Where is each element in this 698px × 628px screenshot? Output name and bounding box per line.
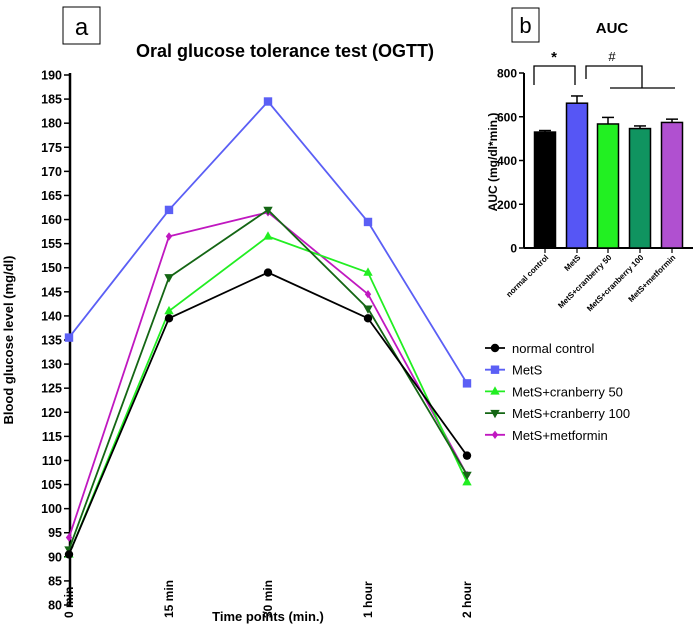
marker-circle: [263, 268, 273, 277]
panel-a-label-box: [62, 6, 101, 45]
y-tick-label-a: 95: [48, 526, 62, 540]
legend-label: normal control: [512, 341, 594, 356]
y-tick-label-a: 105: [41, 478, 62, 492]
bar: [533, 131, 557, 249]
marker-triangle-up: [462, 476, 472, 486]
legend-label: MetS+cranberry 50: [512, 384, 623, 399]
y-tick-label-a: 85: [48, 574, 62, 588]
marker-square: [363, 217, 373, 227]
marker-square: [462, 379, 472, 388]
bar: [628, 127, 652, 249]
series-line: [68, 100, 468, 384]
y-tick-label-b: 600: [497, 110, 517, 124]
y-tick-label-a: 190: [41, 69, 62, 83]
y-tick-label-b: 0: [510, 242, 517, 256]
series-mets-cranberry-100: [64, 206, 472, 555]
marker-triangle-up: [263, 231, 273, 240]
legend-label: MetS: [512, 363, 543, 378]
y-tick-label-a: 140: [41, 309, 62, 323]
legend-item: normal control: [485, 341, 594, 356]
marker-triangle-down: [490, 409, 500, 419]
y-axis-label-a: Blood glucose level (mg/dl): [1, 255, 16, 424]
y-tick-label-a: 120: [41, 406, 62, 420]
series-line: [68, 271, 468, 555]
panel-a-label: a: [75, 14, 89, 41]
marker-triangle-down: [363, 305, 373, 314]
series-normal-control: [64, 268, 472, 559]
x-tick-label-b: normal control: [504, 253, 550, 299]
y-tick-label-a: 90: [48, 550, 62, 564]
y-tick-label-a: 135: [41, 334, 62, 348]
y-tick-label-a: 170: [41, 165, 62, 179]
marker-circle: [164, 314, 174, 323]
panel-b-label-box: [511, 7, 540, 43]
significance-star: *: [551, 49, 557, 66]
marker-diamond: [364, 290, 372, 299]
y-tick-label-a: 175: [41, 141, 62, 155]
legend-label: MetS+cranberry 100: [512, 406, 630, 421]
marker-diamond: [165, 232, 173, 241]
legend-item: MetS+metformin: [485, 428, 608, 443]
y-tick-label-a: 160: [41, 213, 62, 227]
y-tick-label-a: 110: [42, 454, 62, 468]
x-tick-label-b: MetS: [563, 253, 583, 273]
y-tick-label-b: 800: [497, 67, 517, 81]
x-tick-label-a: 2 hour: [460, 581, 474, 618]
y-tick-label-a: 155: [41, 237, 62, 251]
marker-triangle-up: [164, 305, 174, 315]
legend-item: MetS: [485, 363, 543, 378]
x-tick-label-b: MetS+cranberry 50: [556, 253, 614, 311]
marker-diamond: [65, 533, 73, 542]
chart-b-title: AUC: [596, 20, 629, 37]
y-tick-label-a: 130: [41, 358, 62, 372]
legend-item: MetS+cranberry 50: [485, 384, 623, 399]
marker-circle: [462, 451, 472, 460]
marker-circle: [490, 343, 500, 353]
x-tick-label-a: 1 hour: [361, 581, 375, 618]
y-tick-label-a: 115: [42, 430, 62, 444]
y-tick-label-a: 150: [41, 261, 62, 275]
marker-triangle-down: [263, 206, 273, 216]
legend-item: MetS+cranberry 100: [485, 406, 630, 421]
marker-circle: [363, 314, 373, 323]
panel-b-label: b: [519, 13, 531, 38]
y-tick-label-a: 80: [48, 599, 62, 613]
marker-square: [490, 365, 500, 374]
chart-a-title: Oral glucose tolerance test (OGTT): [136, 41, 434, 61]
x-axis-label-a: Time points (min.): [212, 609, 324, 624]
y-tick-label-a: 100: [41, 502, 62, 516]
x-tick-label-b: MetS+cranberry 100: [585, 253, 646, 314]
legend-label: MetS+metformin: [512, 428, 608, 443]
y-tick-label-b: 200: [497, 198, 517, 212]
marker-square: [164, 205, 174, 215]
marker-circle: [64, 550, 74, 559]
significance-bracket-hash: [585, 65, 643, 88]
x-tick-label-a: 0 min: [62, 587, 76, 618]
marker-triangle-up: [363, 267, 373, 276]
significance-hash: #: [608, 49, 616, 64]
bar: [660, 121, 684, 249]
y-tick-label-b: 400: [497, 154, 517, 168]
marker-diamond: [491, 430, 499, 439]
marker-triangle-down: [462, 471, 472, 481]
x-tick-label-a: 15 min: [162, 580, 176, 618]
marker-square: [64, 333, 74, 342]
series-line: [68, 235, 468, 555]
x-tick-label-a: 30 min: [261, 580, 275, 618]
bar: [565, 102, 589, 249]
significance-bracket-star: [533, 65, 576, 85]
series-mets: [64, 97, 472, 388]
y-tick-label-a: 145: [41, 285, 62, 299]
y-tick-label-a: 180: [41, 117, 62, 131]
marker-triangle-down: [164, 274, 174, 283]
marker-triangle-up: [490, 386, 500, 395]
y-tick-label-a: 125: [41, 382, 62, 396]
y-tick-label-a: 165: [41, 189, 62, 203]
y-axis-label-b: AUC (mg/dl*min.): [486, 113, 500, 212]
marker-square: [263, 97, 273, 106]
bar: [596, 123, 620, 249]
y-tick-label-a: 185: [41, 93, 62, 107]
